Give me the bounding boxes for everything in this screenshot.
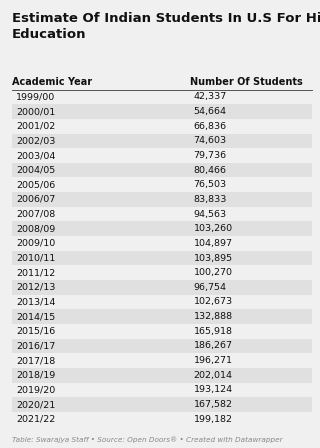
Text: 76,503: 76,503 [194,180,227,190]
Bar [12,148,312,163]
Text: 2019/20: 2019/20 [16,385,55,394]
Bar [12,397,312,412]
Text: 2014/15: 2014/15 [16,312,55,321]
Text: 2020/21: 2020/21 [16,400,55,409]
Text: 2013/14: 2013/14 [16,297,55,306]
Text: 104,897: 104,897 [194,239,233,248]
Text: 66,836: 66,836 [194,122,227,131]
Text: 2017/18: 2017/18 [16,356,55,365]
Bar [12,163,312,177]
Text: 2000/01: 2000/01 [16,107,55,116]
Bar [12,353,312,368]
Bar [12,104,312,119]
Text: 2001/02: 2001/02 [16,122,55,131]
Text: 193,124: 193,124 [194,385,233,394]
Bar [12,295,312,309]
Text: 54,664: 54,664 [194,107,227,116]
Text: Estimate Of Indian Students In U.S For Higher
Education: Estimate Of Indian Students In U.S For H… [12,12,320,41]
Text: 167,582: 167,582 [194,400,233,409]
Text: 2006/07: 2006/07 [16,195,55,204]
Text: 199,182: 199,182 [194,415,233,424]
Text: 96,754: 96,754 [194,283,227,292]
Text: 2012/13: 2012/13 [16,283,55,292]
Bar [12,324,312,339]
Text: 132,888: 132,888 [194,312,233,321]
Text: 2008/09: 2008/09 [16,224,55,233]
Bar [12,192,312,207]
Text: 196,271: 196,271 [194,356,233,365]
Text: 2011/12: 2011/12 [16,268,55,277]
Text: 2004/05: 2004/05 [16,166,55,175]
Text: 2007/08: 2007/08 [16,210,55,219]
Text: 1999/00: 1999/00 [16,92,55,101]
Text: 202,014: 202,014 [194,371,233,380]
Bar [12,119,312,134]
Text: 2016/17: 2016/17 [16,341,55,350]
Text: 2005/06: 2005/06 [16,180,55,190]
Bar [12,368,312,383]
Bar [12,134,312,148]
Bar [12,265,312,280]
Text: 102,673: 102,673 [194,297,233,306]
Text: 2003/04: 2003/04 [16,151,55,160]
Bar [12,339,312,353]
Text: 94,563: 94,563 [194,210,227,219]
Bar [12,90,312,104]
Text: 2018/19: 2018/19 [16,371,55,380]
Text: 74,603: 74,603 [194,136,227,145]
Text: Academic Year: Academic Year [12,77,92,87]
Bar [12,383,312,397]
Bar [12,412,312,426]
Bar [12,309,312,324]
Bar [12,251,312,265]
Text: 100,270: 100,270 [194,268,233,277]
Text: 83,833: 83,833 [194,195,227,204]
Bar [12,236,312,251]
Text: 2002/03: 2002/03 [16,136,55,145]
Bar [12,177,312,192]
Text: 2021/22: 2021/22 [16,415,55,424]
Text: 165,918: 165,918 [194,327,233,336]
Text: 42,337: 42,337 [194,92,227,101]
Text: 186,267: 186,267 [194,341,233,350]
Text: 2010/11: 2010/11 [16,254,55,263]
Text: 80,466: 80,466 [194,166,227,175]
Text: 103,895: 103,895 [194,254,233,263]
Text: 103,260: 103,260 [194,224,233,233]
Bar [12,280,312,295]
Text: Table: Swarajya Staff • Source: Open Doors® • Created with Datawrapper: Table: Swarajya Staff • Source: Open Doo… [12,436,283,443]
Text: 2015/16: 2015/16 [16,327,55,336]
Bar [12,207,312,221]
Text: 79,736: 79,736 [194,151,227,160]
Text: 2009/10: 2009/10 [16,239,55,248]
Text: Number Of Students: Number Of Students [190,77,303,87]
Bar [12,221,312,236]
